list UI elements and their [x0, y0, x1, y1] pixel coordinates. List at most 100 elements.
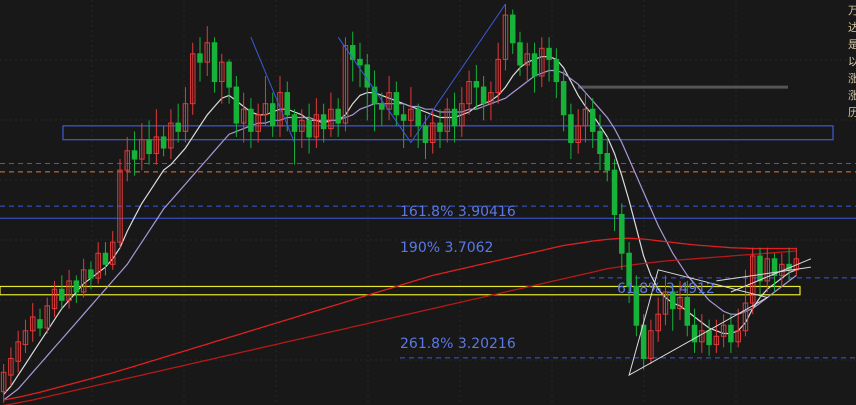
- candle-body: [604, 153, 611, 171]
- candle-body: [662, 291, 669, 315]
- candle-body: [291, 114, 298, 132]
- candle-body: [139, 139, 145, 160]
- candle-body: [509, 14, 516, 44]
- candle-body: [633, 285, 640, 326]
- candle-body: [277, 92, 283, 127]
- trend-channel-line: [716, 266, 811, 282]
- candle-body: [597, 130, 603, 155]
- pattern-trendline: [337, 3, 506, 144]
- candle-body: [175, 122, 181, 132]
- candle-body: [29, 316, 36, 332]
- candle-body: [219, 61, 225, 83]
- candle-body: [357, 58, 363, 66]
- candle-body: [626, 252, 632, 287]
- moving-average-line: [3, 237, 797, 401]
- candle-body: [669, 291, 676, 310]
- candle-body: [473, 81, 480, 88]
- candle-body: [146, 139, 152, 155]
- candle-body: [371, 86, 378, 105]
- candle-body: [488, 92, 494, 105]
- candle-body: [284, 92, 291, 116]
- candle-body: [517, 42, 523, 66]
- candle-body: [364, 64, 371, 88]
- candle-body: [204, 42, 211, 63]
- pattern-drawings: [250, 3, 812, 377]
- side-text-char: 以: [848, 55, 856, 68]
- candle-body: [8, 357, 14, 376]
- side-text-char: 万: [848, 4, 856, 17]
- candle-body: [342, 45, 349, 124]
- price-zone: [62, 125, 834, 141]
- moving-average-line: [3, 56, 797, 395]
- candle-body: [539, 47, 545, 77]
- candle-body: [728, 324, 734, 343]
- candle-body: [648, 330, 654, 359]
- candle-body: [655, 313, 661, 332]
- candle-body: [102, 252, 109, 265]
- candle-body: [211, 42, 218, 83]
- candle-body: [88, 269, 94, 279]
- candle-body: [299, 119, 305, 132]
- candle-body: [160, 136, 167, 149]
- candle-body: [248, 108, 254, 132]
- candle-body: [335, 108, 341, 124]
- side-text-char: 涨: [848, 89, 856, 102]
- candle-body: [735, 330, 741, 343]
- candle-body: [131, 150, 138, 160]
- fib-labels: 161.8% 3.90416 190% 3.7062 261.8% 3.20216 6…: [400, 204, 715, 352]
- candle-body: [451, 108, 458, 127]
- price-zone: [0, 285, 801, 296]
- candle-body: [706, 330, 712, 346]
- candle-body: [393, 92, 400, 116]
- candle-body: [524, 53, 531, 66]
- candle-body: [713, 335, 720, 346]
- candle-body: [44, 305, 51, 329]
- candle-body: [480, 86, 487, 105]
- candle-body: [749, 255, 756, 304]
- candle-body: [502, 14, 509, 60]
- side-text-char: 历: [848, 106, 856, 119]
- candle-body: [684, 297, 691, 326]
- fib-level-label: 261.8% 3.20216: [400, 336, 516, 352]
- candle-body: [757, 255, 763, 282]
- candlesticks: [0, 4, 800, 403]
- candle-body: [109, 241, 116, 265]
- candle-body: [677, 297, 683, 310]
- candle-body: [546, 47, 552, 60]
- candle-body: [691, 324, 698, 343]
- candle-body: [764, 258, 771, 282]
- moving-average-line: [3, 250, 797, 405]
- candle-body: [619, 213, 625, 254]
- fib-level-label: 61.8% 3.4912: [617, 281, 715, 297]
- candle-body: [444, 108, 451, 132]
- fib-level-label: 161.8% 3.90416: [400, 204, 516, 220]
- candle-body: [320, 114, 327, 130]
- candle-body: [262, 103, 269, 116]
- candle-body: [124, 150, 131, 171]
- candle-body: [255, 114, 261, 132]
- candle-body: [349, 45, 356, 60]
- candle-body: [386, 92, 392, 110]
- candle-body: [197, 53, 203, 63]
- candle-body: [582, 108, 589, 127]
- candle-body: [560, 81, 567, 116]
- candle-body: [699, 330, 705, 343]
- candle-body: [22, 330, 29, 346]
- candle-body: [306, 119, 312, 138]
- candle-body: [400, 114, 407, 121]
- side-text-char: 是: [848, 38, 856, 51]
- reference-lines: [0, 85, 856, 359]
- candle-body: [51, 288, 58, 310]
- candle-body: [379, 103, 385, 110]
- candle-body: [408, 108, 414, 121]
- candle-body: [720, 324, 727, 337]
- side-text-char: 达: [848, 21, 856, 34]
- triangle-pattern: [628, 269, 769, 377]
- candle-body: [189, 53, 196, 105]
- candle-body: [611, 169, 618, 215]
- candle-body: [153, 136, 160, 155]
- candle-body: [771, 258, 778, 276]
- candle-body: [15, 341, 21, 362]
- candle-body: [466, 81, 472, 105]
